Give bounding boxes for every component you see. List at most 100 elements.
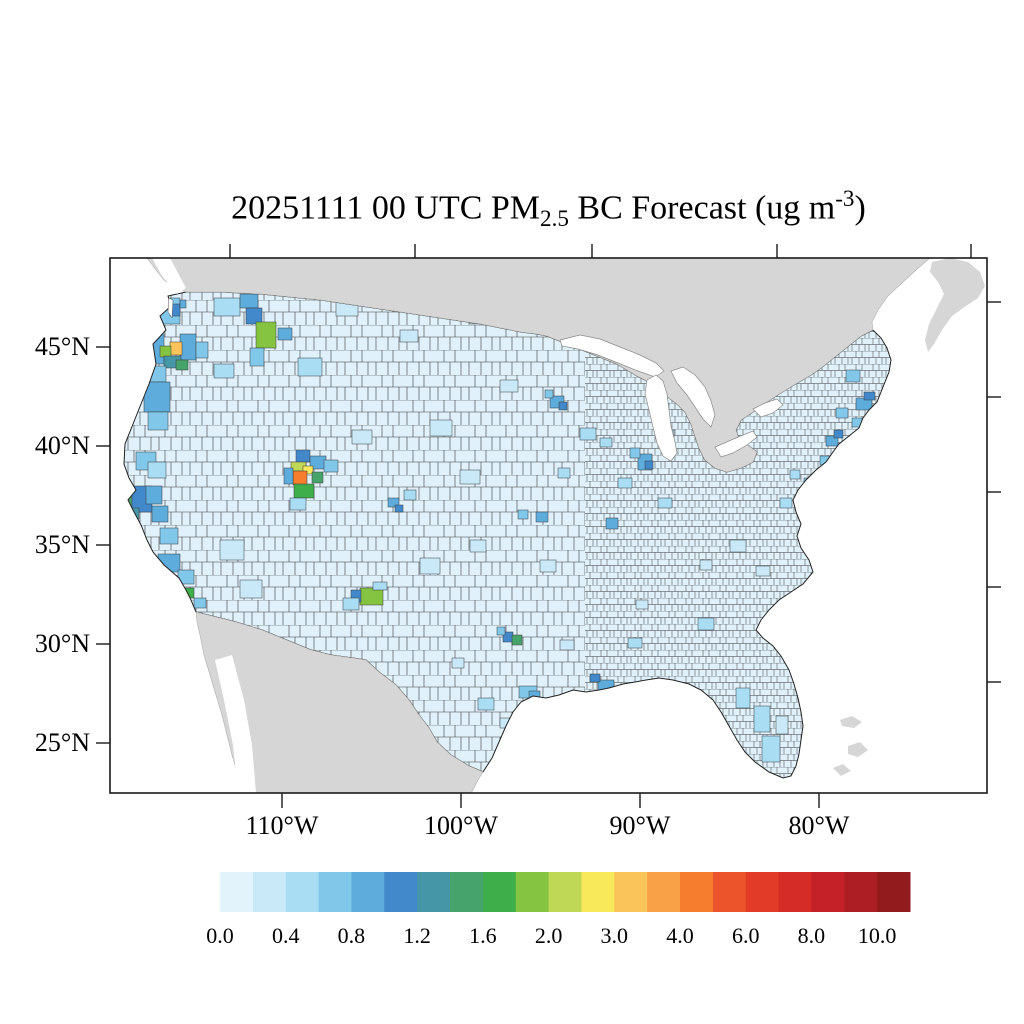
colorbar [220,872,911,912]
county-patch [179,333,197,361]
county-patch [579,427,597,441]
county-patch [292,470,308,486]
prince-edward-island [956,284,976,294]
county-patch [833,429,844,439]
county-patch [496,626,506,636]
colorbar-swatch [285,872,320,912]
colorbar-tick-label: 0.8 [338,923,366,948]
county-patch [293,483,315,499]
county-patch [779,497,793,509]
county-patch [342,597,360,611]
colorbar-swatch [614,872,648,912]
colorbar-tick-label: 10.0 [858,923,897,948]
colorbar-swatch [351,872,385,912]
county-patch [499,379,519,393]
x-axis-label: 80°W [789,811,850,840]
county-patch [835,407,849,419]
colorbar-swatch [712,872,747,912]
colorbar-tick-label: 0.0 [206,923,234,948]
county-patch [169,341,183,356]
county-patch [394,504,404,513]
colorbar-tick-label: 8.0 [798,923,826,948]
colorbar-swatch [220,872,254,912]
county-value-patches [124,293,880,763]
county-patch [249,347,265,367]
county-patch [239,579,263,599]
county-patch [535,511,549,523]
county-patch [459,469,481,485]
county-patch [775,715,789,735]
county-patch [297,357,323,377]
county-patch [359,587,384,606]
county-patch [557,467,571,479]
x-axis-label: 110°W [246,811,319,840]
colorbar-tick-label: 2.0 [535,923,563,948]
county-patch [159,345,172,358]
county-patch [372,581,388,591]
colorbar-swatch [877,872,911,912]
colorbar-swatch [745,872,780,912]
county-patch [511,634,523,646]
county-patch [517,509,529,520]
county-patch [147,411,169,431]
county-patch [629,447,641,459]
county-patch [755,565,771,577]
colorbar-swatch [515,872,550,912]
county-patch [863,391,876,401]
county-patch [761,735,781,763]
county-patch [147,461,167,479]
bahamas-island [848,742,868,757]
colorbar-tick-label: 0.4 [272,923,300,948]
county-patch [735,687,751,709]
county-patch [295,449,311,463]
colorbar-swatch [548,872,582,912]
y-axis-label: 45°N [35,332,90,361]
county-patch [179,299,187,309]
x-axis-label: 90°W [610,811,671,840]
colorbar-swatch [450,872,484,912]
county-patch [213,297,241,317]
x-axis-label: 100°W [424,811,498,840]
county-patch [451,657,465,669]
county-patch [729,539,747,553]
county-patch [387,497,400,508]
county-patch [311,471,324,484]
colorbar-swatch [778,872,812,912]
county-patch [599,437,613,448]
colorbar-labels: 0.0 0.4 0.8 1.2 1.6 2.0 3.0 4.0 6.0 8.0 10.0 [206,923,896,948]
colorbar-tick-label: 6.0 [732,923,760,948]
county-patch [539,559,557,573]
county-patch [403,489,417,501]
county-patch [825,435,839,447]
colorbar-swatch [417,872,451,912]
county-patch [635,599,649,610]
county-patch [302,465,314,475]
colorbar-tick-label: 4.0 [666,923,694,948]
puget-sound [167,297,174,319]
county-patch [351,429,373,445]
county-patch [277,327,293,341]
mexico-land [195,611,484,793]
county-patch [605,517,619,530]
plot-title: 20251111 00 UTC PM2.5 BC Forecast (ug m-… [110,186,987,233]
county-patch [477,697,495,711]
title-superscript: -3 [835,186,855,212]
colorbar-swatch [384,872,418,912]
y-axis-label: 25°N [35,728,90,757]
x-axis-labels: 110°W 100°W 90°W 80°W [246,811,850,840]
gulf-of-california [215,655,256,793]
county-patch [845,369,861,383]
strait-of-georgia [152,258,186,294]
county-patch [289,497,307,511]
lake [644,374,678,462]
county-patch [697,617,715,631]
county-patch [399,329,419,343]
bahamas-island [833,764,851,776]
county-patch [175,359,189,371]
title-middle: BC Forecast (ug m [568,189,836,227]
axis-ticks [96,244,1001,808]
county-patch [469,539,487,553]
colorbar-tick-label: 1.2 [403,923,431,948]
